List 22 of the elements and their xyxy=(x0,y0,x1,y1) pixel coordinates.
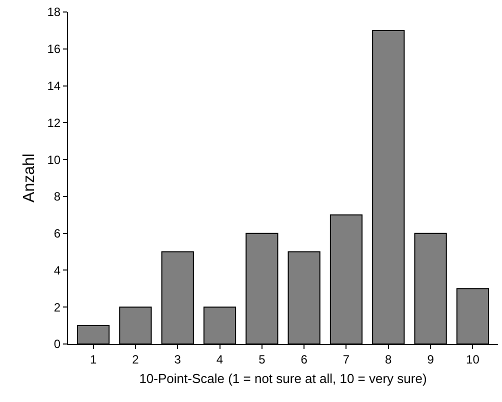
y-tick-label: 10 xyxy=(47,152,61,167)
y-tick-label: 4 xyxy=(54,263,61,278)
y-tick-label: 6 xyxy=(54,226,61,241)
x-tick-label: 9 xyxy=(427,352,434,366)
y-axis-title: Anzahl xyxy=(21,154,38,202)
x-tick-label: 5 xyxy=(258,352,266,366)
y-tick-label: 16 xyxy=(47,42,61,56)
y-tick-label: 18 xyxy=(47,5,61,20)
y-tick-label: 14 xyxy=(47,78,61,93)
x-tick-label: 10 xyxy=(466,352,480,366)
x-tick-label: 2 xyxy=(132,352,140,366)
y-tick-label: 2 xyxy=(54,300,61,314)
y-tick-label: 8 xyxy=(54,190,61,204)
x-tick-label: 8 xyxy=(385,352,392,366)
x-tick-label: 1 xyxy=(90,352,97,366)
y-tick-label: 12 xyxy=(47,116,61,130)
y-tick-label: 0 xyxy=(54,337,61,352)
x-tick-label: 6 xyxy=(300,352,308,366)
x-tick-label: 7 xyxy=(342,352,350,366)
x-tick-label: 4 xyxy=(216,352,224,366)
x-axis-title: 10-Point-Scale (1 = not sure at all, 10 = very sure) xyxy=(139,371,427,386)
x-tick-label: 3 xyxy=(174,352,182,366)
